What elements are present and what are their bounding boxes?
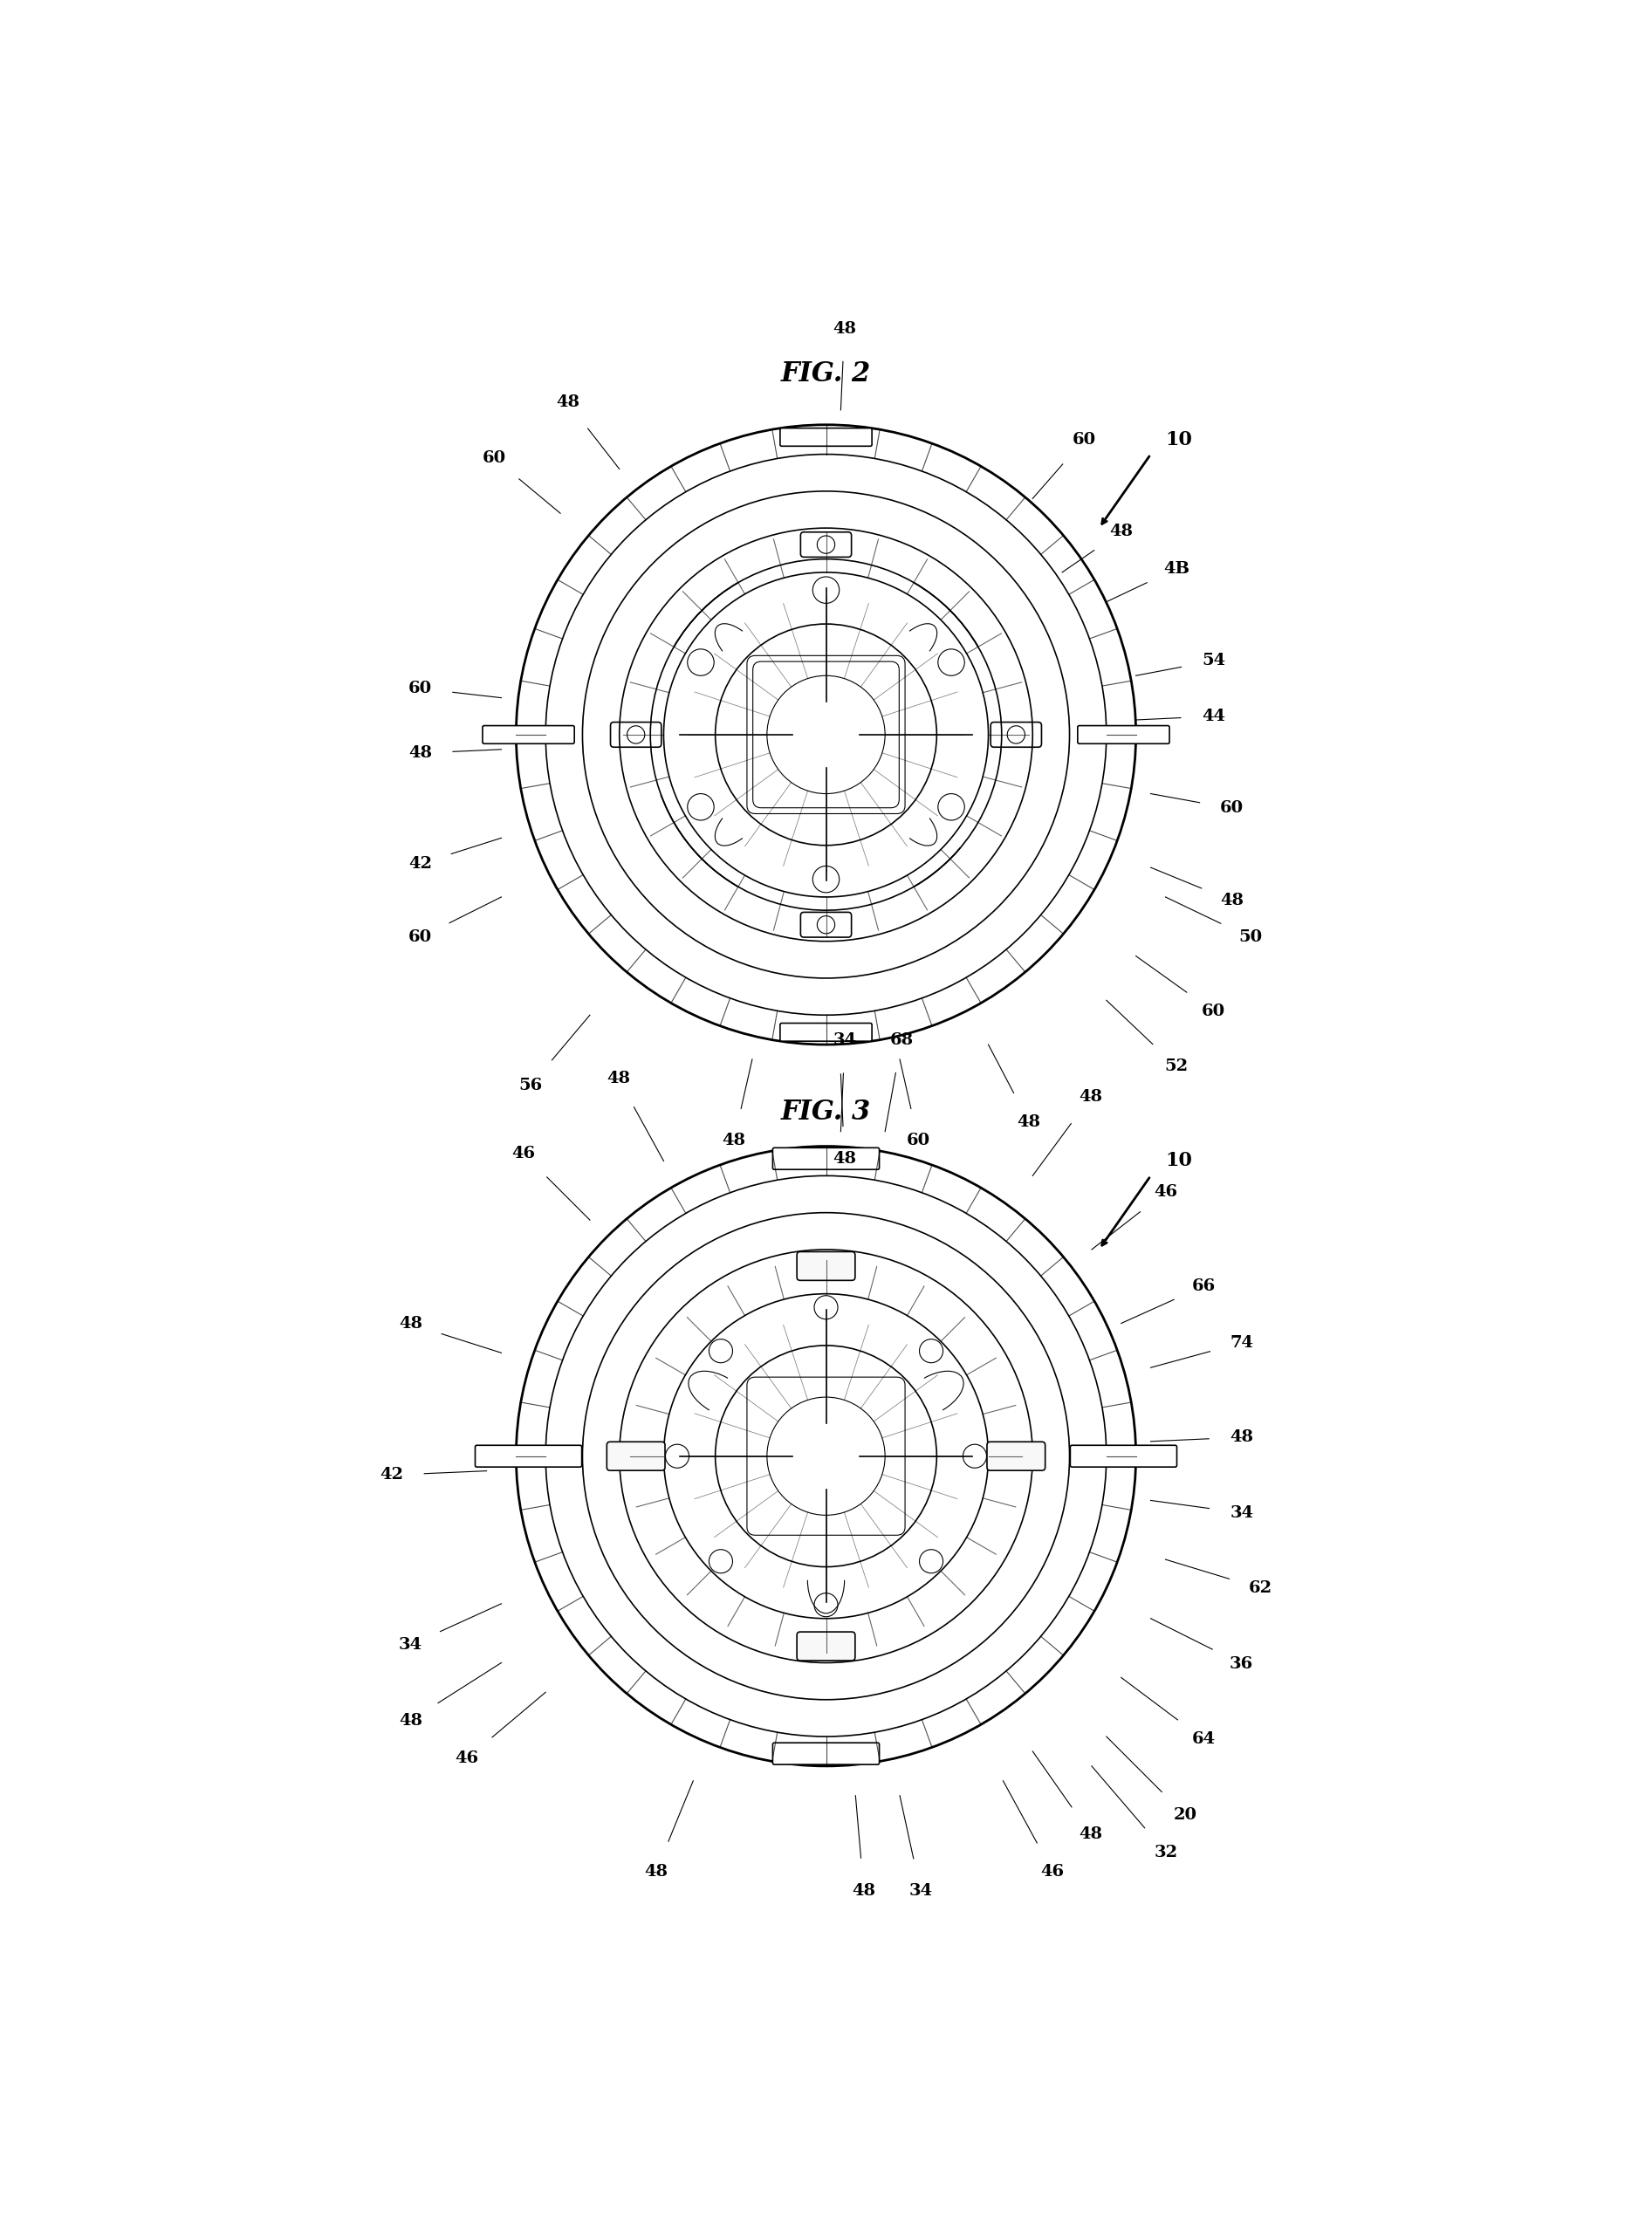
Text: 10: 10 — [1165, 430, 1193, 448]
Text: 60: 60 — [1072, 432, 1097, 448]
Text: 60: 60 — [408, 681, 431, 697]
Text: 74: 74 — [1229, 1335, 1254, 1351]
FancyBboxPatch shape — [476, 1445, 582, 1467]
Text: 34: 34 — [398, 1637, 423, 1653]
Text: 34: 34 — [909, 1884, 932, 1900]
Text: 54: 54 — [1201, 654, 1226, 670]
Text: 60: 60 — [482, 450, 506, 466]
Text: 48: 48 — [833, 320, 856, 336]
Text: 34: 34 — [1229, 1505, 1254, 1521]
Text: 60: 60 — [1201, 1004, 1226, 1019]
Text: 60: 60 — [1221, 800, 1244, 815]
Text: 62: 62 — [1249, 1581, 1272, 1597]
FancyBboxPatch shape — [780, 428, 872, 446]
Text: 48: 48 — [722, 1133, 745, 1149]
Text: 66: 66 — [1193, 1279, 1216, 1295]
FancyBboxPatch shape — [796, 1633, 856, 1660]
FancyBboxPatch shape — [482, 726, 575, 744]
Text: 32: 32 — [1155, 1846, 1178, 1861]
Text: 48: 48 — [1221, 894, 1244, 909]
Text: 48: 48 — [398, 1714, 423, 1729]
Text: 48: 48 — [1018, 1113, 1041, 1129]
FancyBboxPatch shape — [796, 1252, 856, 1281]
Text: 52: 52 — [1165, 1060, 1188, 1075]
FancyBboxPatch shape — [773, 1743, 879, 1765]
Text: 48: 48 — [1079, 1826, 1102, 1841]
Text: 48: 48 — [408, 746, 431, 762]
Text: 46: 46 — [512, 1147, 535, 1163]
Text: FIG. 3: FIG. 3 — [781, 1098, 871, 1124]
Text: 34: 34 — [833, 1033, 857, 1048]
Text: 10: 10 — [1165, 1151, 1193, 1172]
Text: 48: 48 — [557, 394, 580, 410]
Text: 48: 48 — [398, 1317, 423, 1333]
Text: 20: 20 — [1173, 1808, 1196, 1823]
FancyBboxPatch shape — [986, 1443, 1046, 1469]
Text: 48: 48 — [606, 1071, 629, 1086]
Text: 48: 48 — [1229, 1429, 1254, 1445]
Text: 42: 42 — [380, 1467, 403, 1483]
Text: 48: 48 — [852, 1884, 876, 1900]
FancyBboxPatch shape — [1077, 726, 1170, 744]
FancyBboxPatch shape — [773, 1147, 879, 1169]
Text: 50: 50 — [1239, 930, 1262, 945]
FancyBboxPatch shape — [606, 1443, 666, 1469]
Text: 64: 64 — [1193, 1732, 1216, 1747]
Text: FIG. 2: FIG. 2 — [781, 361, 871, 388]
Text: 42: 42 — [408, 856, 431, 871]
FancyBboxPatch shape — [1070, 1445, 1176, 1467]
Text: 48: 48 — [833, 1151, 856, 1167]
Text: 48: 48 — [1110, 524, 1133, 540]
Text: 46: 46 — [1155, 1183, 1178, 1201]
Text: 4B: 4B — [1163, 560, 1189, 576]
Text: 44: 44 — [1201, 708, 1226, 724]
Text: 68: 68 — [890, 1033, 914, 1048]
Text: 48: 48 — [1079, 1089, 1102, 1104]
Text: 56: 56 — [519, 1077, 544, 1093]
Text: 36: 36 — [1229, 1655, 1254, 1671]
Text: 46: 46 — [1041, 1864, 1064, 1879]
Text: 48: 48 — [644, 1864, 667, 1879]
Text: 46: 46 — [456, 1749, 479, 1765]
Text: 60: 60 — [907, 1133, 930, 1149]
FancyBboxPatch shape — [780, 1024, 872, 1042]
Text: 60: 60 — [408, 930, 431, 945]
